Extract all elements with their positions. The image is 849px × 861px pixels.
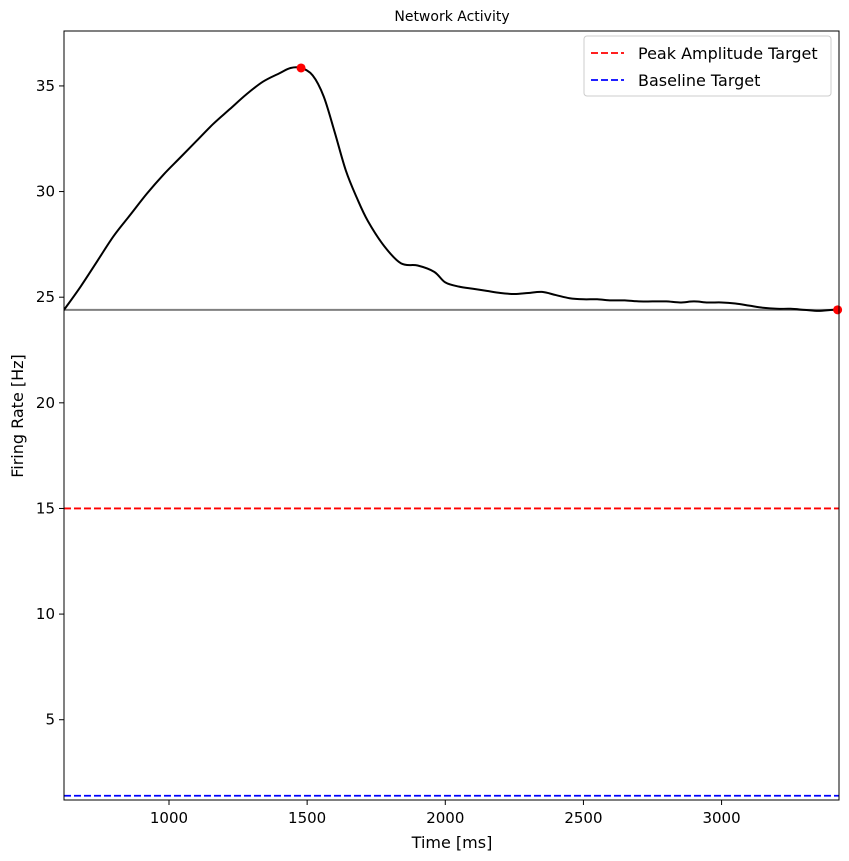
- chart-title: Network Activity: [394, 9, 509, 25]
- legend: Peak Amplitude Target Baseline Target: [583, 35, 832, 97]
- x-tick-label-1500: 1500: [288, 809, 326, 827]
- y-tick-label-30: 30: [36, 183, 55, 201]
- firing-rate-line: [64, 66, 838, 312]
- y-tick-label-10: 10: [36, 605, 55, 623]
- y-tick-label-25: 25: [36, 288, 55, 306]
- y-tick-label-15: 15: [36, 499, 55, 517]
- legend-box: [583, 35, 832, 97]
- y-axis-label: Firing Rate [Hz]: [8, 354, 27, 478]
- peak-marker: [296, 63, 306, 73]
- x-tick-label-1000: 1000: [150, 809, 188, 827]
- x-tick-label-2500: 2500: [564, 809, 602, 827]
- plot-area: [64, 66, 839, 797]
- axes-frame: [63, 30, 840, 801]
- y-tick-label-5: 5: [45, 711, 55, 729]
- end-marker: [833, 305, 843, 315]
- x-tick-label-3000: 3000: [702, 809, 740, 827]
- x-tick-label-2000: 2000: [426, 809, 464, 827]
- legend-label-peak-amplitude-target: Peak Amplitude Target: [638, 44, 818, 63]
- y-tick-label-35: 35: [36, 77, 55, 95]
- legend-label-baseline-target: Baseline Target: [638, 71, 760, 90]
- x-axis-label: Time [ms]: [411, 833, 493, 852]
- y-tick-label-20: 20: [36, 394, 55, 412]
